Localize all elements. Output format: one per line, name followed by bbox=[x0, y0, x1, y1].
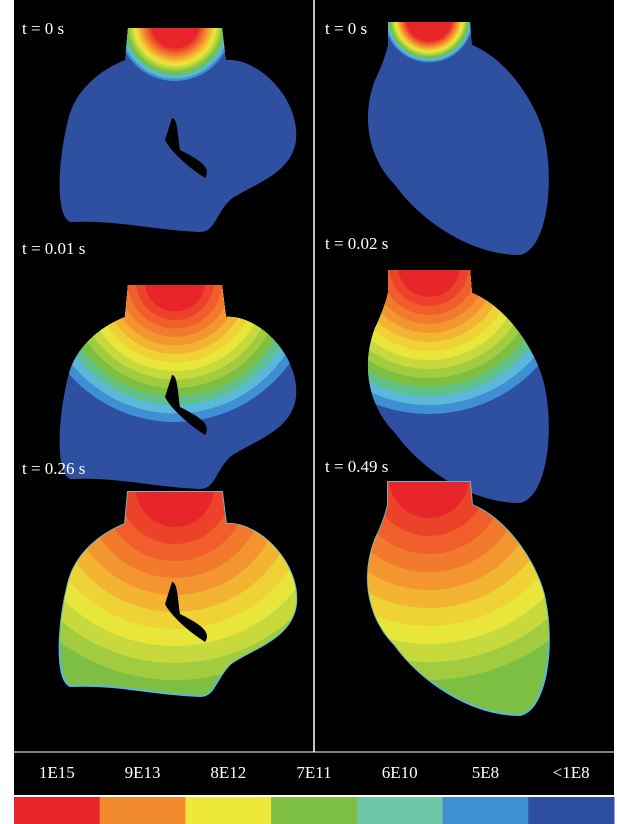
legend-label: <1E8 bbox=[553, 763, 590, 782]
time-label: t = 0 s bbox=[325, 19, 367, 38]
time-label: t = 0.26 s bbox=[22, 459, 85, 478]
time-label: t = 0.02 s bbox=[325, 234, 388, 253]
time-label: t = 0 s bbox=[22, 19, 64, 38]
legend-label: 9E13 bbox=[125, 763, 161, 782]
legend-swatch bbox=[185, 797, 271, 824]
legend-swatch bbox=[357, 797, 443, 824]
legend-swatch bbox=[14, 797, 100, 824]
legend-label: 5E8 bbox=[472, 763, 499, 782]
legend-label: 7E11 bbox=[296, 763, 331, 782]
time-label: t = 0.01 s bbox=[22, 239, 85, 258]
legend-label: 8E12 bbox=[210, 763, 246, 782]
figure: t = 0 s t = 0 s t = 0.01 s t = 0.02 s t = 0.… bbox=[0, 0, 617, 824]
legend-swatch bbox=[100, 797, 186, 824]
legend-label: 6E10 bbox=[382, 763, 418, 782]
time-label: t = 0.49 s bbox=[325, 457, 388, 476]
legend-swatch bbox=[528, 797, 614, 824]
legend-label: 1E15 bbox=[39, 763, 75, 782]
legend-swatch bbox=[443, 797, 529, 824]
legend-swatch bbox=[271, 797, 357, 824]
